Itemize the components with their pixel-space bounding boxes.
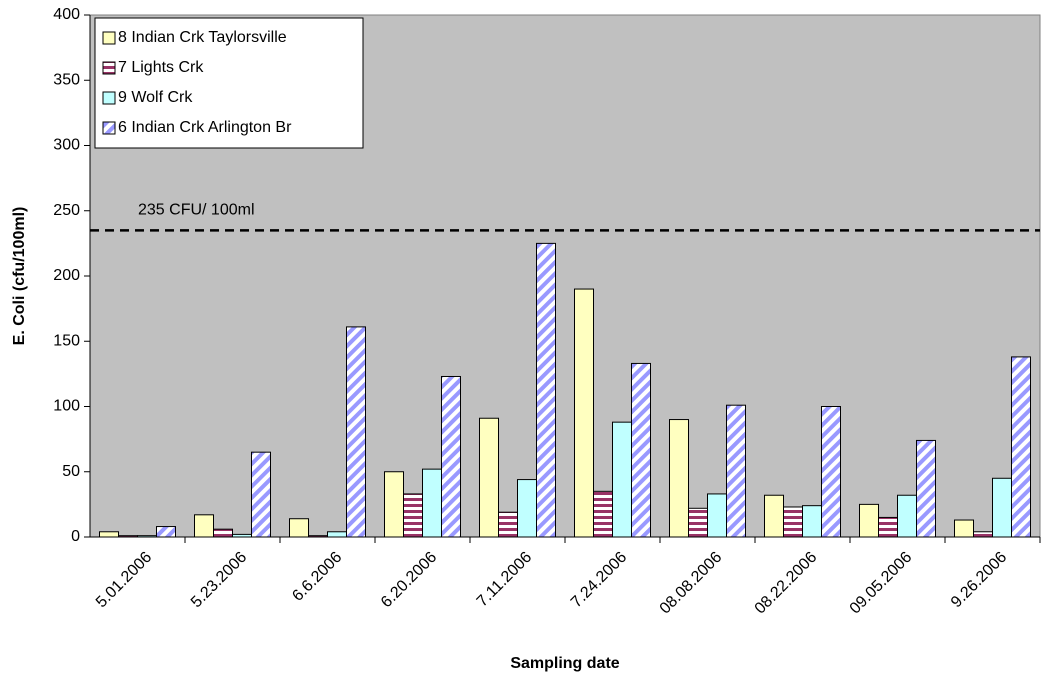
y-axis-title: E. Coli (cfu/100ml) [11, 207, 28, 346]
bar [954, 519, 974, 538]
bar [859, 503, 879, 538]
legend-swatch [102, 61, 116, 75]
y-tick-label: 300 [53, 137, 80, 154]
bar [156, 526, 176, 538]
bar [878, 516, 898, 538]
bar [688, 507, 708, 538]
y-tick-label: 150 [53, 332, 80, 349]
bar [802, 505, 822, 538]
bar [517, 479, 537, 538]
bar [327, 531, 347, 538]
legend-label: 6 Indian Crk Arlington Br [118, 119, 292, 136]
bar [612, 421, 632, 538]
x-tick-label: 7.11.2006 [474, 549, 536, 611]
x-tick-label: 7.24.2006 [568, 549, 630, 611]
y-tick-label: 50 [62, 463, 80, 480]
bar [346, 326, 366, 538]
bar [232, 533, 252, 538]
bar [593, 490, 613, 538]
x-tick-label: 6.6.2006 [289, 549, 345, 605]
bar [137, 535, 157, 538]
bar [251, 451, 271, 538]
x-tick-label: 9.26.2006 [948, 549, 1010, 611]
bar [118, 535, 138, 538]
bar [726, 404, 746, 538]
y-tick-label: 200 [53, 267, 80, 284]
x-tick-label: 09.05.2006 [847, 549, 916, 618]
bar [99, 531, 119, 538]
legend-label: 7 Lights Crk [118, 59, 204, 76]
bar [498, 511, 518, 538]
y-tick-label: 100 [53, 398, 80, 415]
bar [194, 514, 214, 538]
bar [574, 288, 594, 538]
legend-swatch [102, 31, 116, 45]
y-tick-label: 250 [53, 202, 80, 219]
legend-label: 9 Wolf Crk [118, 89, 193, 106]
reference-label: 235 CFU/ 100ml [138, 202, 255, 219]
x-tick-label: 08.22.2006 [752, 549, 821, 618]
legend-box [94, 17, 364, 149]
bar [764, 494, 784, 538]
bar [707, 493, 727, 538]
legend-swatch [102, 121, 116, 135]
bar [422, 468, 442, 538]
bar [783, 506, 803, 538]
legend-label: 8 Indian Crk Taylorsville [118, 29, 287, 46]
bar [992, 477, 1012, 538]
y-tick-label: 350 [53, 71, 80, 88]
bar [973, 531, 993, 538]
bar [669, 419, 689, 538]
bar [1011, 356, 1031, 538]
bar [916, 439, 936, 538]
bar [821, 406, 841, 538]
x-tick-label: 08.08.2006 [657, 549, 726, 618]
bar [213, 528, 233, 538]
bar [289, 518, 309, 538]
x-tick-label: 5.01.2006 [93, 549, 155, 611]
x-tick-label: 5.23.2006 [188, 549, 250, 611]
x-axis-title: Sampling date [510, 655, 619, 672]
legend-swatch [102, 91, 116, 105]
bar [308, 535, 328, 538]
x-tick-label: 6.20.2006 [378, 549, 440, 611]
y-tick-label: 0 [71, 528, 80, 545]
bar [897, 494, 917, 538]
bar [441, 375, 461, 538]
bar [536, 242, 556, 538]
bar [384, 471, 404, 538]
bar [479, 417, 499, 538]
bar [631, 362, 651, 538]
bar [403, 493, 423, 538]
y-tick-label: 400 [53, 6, 80, 23]
